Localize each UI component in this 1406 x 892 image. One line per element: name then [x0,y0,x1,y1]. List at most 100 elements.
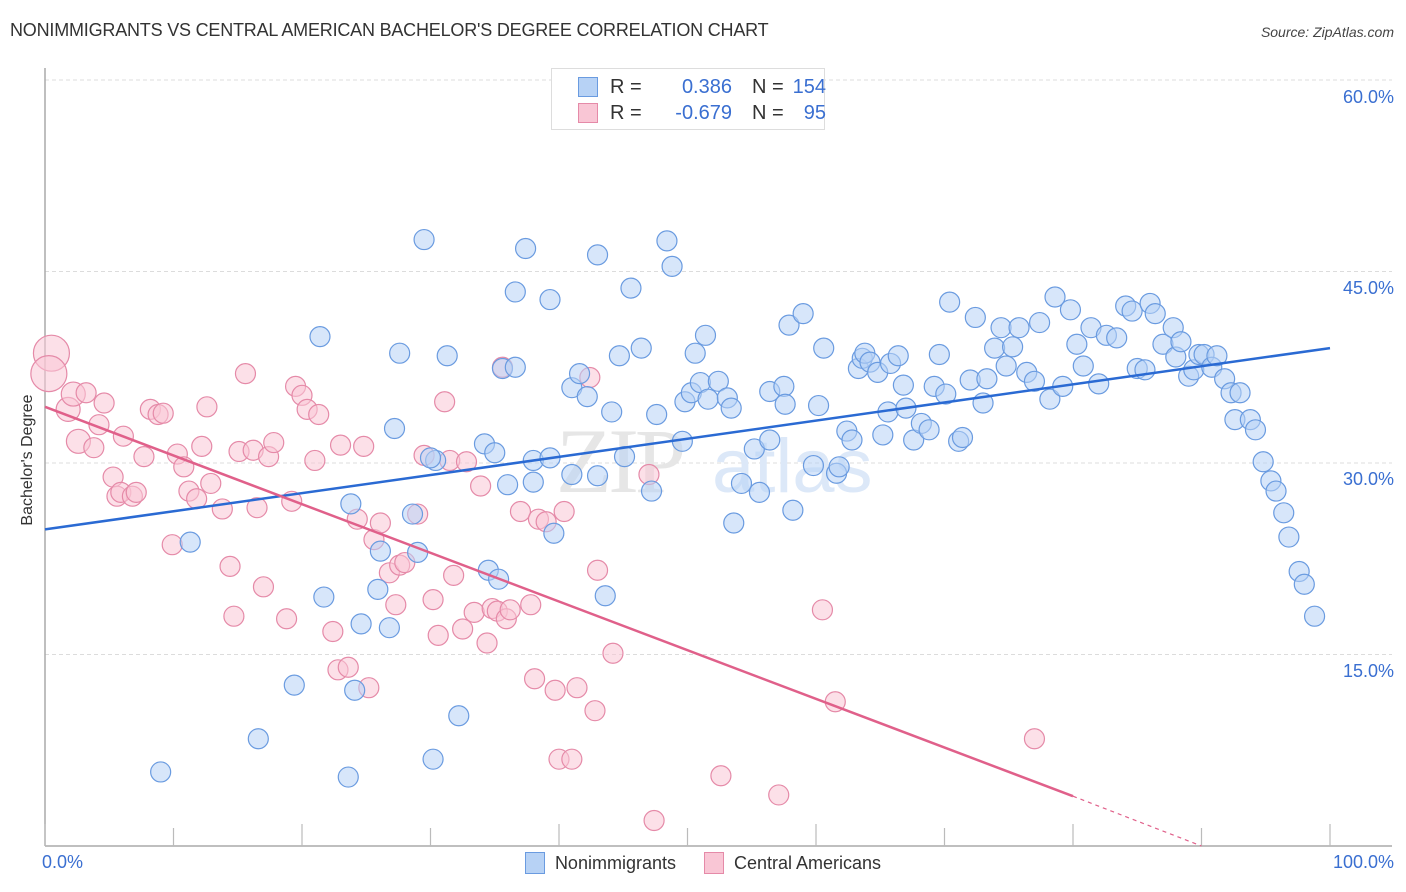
data-point [234,363,257,385]
data-point [443,564,465,586]
stats-r-value: 0.386 [681,75,732,98]
data-point [470,475,492,497]
data-point [211,498,233,520]
legend-item-nonimmigrants[interactable]: Nonimmigrants [524,852,676,874]
stats-box: R = 0.386 N = 154 R = -0.679 N = 95 [551,68,826,130]
data-point [576,386,598,408]
stats-swatch-blue [578,77,598,97]
data-point [813,337,835,359]
data-point [586,244,609,266]
data-point [1170,331,1192,353]
data-point [200,472,222,495]
data-point [566,677,588,699]
data-point [568,363,591,385]
data-point [828,456,850,478]
data-point [1044,286,1066,308]
data-point [504,281,526,303]
data-point [694,324,717,346]
stats-n-label: N = [752,101,784,124]
data-point [707,370,729,392]
data-point [561,463,583,486]
data-point [378,617,400,639]
data-point [539,288,561,311]
data-point [223,605,245,627]
data-point [304,449,326,472]
data-point [684,342,706,364]
watermark: ZIP atlas [556,410,873,512]
data-point [730,472,753,495]
data-point [252,576,275,598]
data-point [344,679,366,701]
data-point [720,397,742,419]
data-point [509,500,532,523]
data-point [976,368,998,390]
data-point [643,809,665,832]
data-point [543,522,565,544]
data-point [990,317,1012,339]
trend-line-central-americans [44,405,1074,798]
data-point [75,382,97,404]
legend: Nonimmigrants Central Americans [0,852,1406,874]
data-point [499,599,521,621]
data-point [1303,605,1326,627]
data-point [841,429,863,451]
stats-n-value: 154 [792,75,826,98]
data-point [984,337,1006,359]
data-point [608,345,630,367]
legend-item-central-americans[interactable]: Central Americans [703,852,882,874]
data-point [1059,299,1082,321]
data-point [1008,317,1030,339]
data-point [125,481,147,503]
data-point [413,228,435,251]
data-point [313,586,335,608]
legend-swatch-pink [703,852,724,874]
data-point [630,337,652,359]
data-point [452,618,474,640]
data-point [133,446,155,468]
data-point [401,503,424,525]
data-point [802,454,825,477]
data-point [1039,388,1061,410]
stats-r-value: -0.679 [675,101,732,124]
data-point [30,355,68,393]
data-point [150,761,172,783]
stats-swatch-pink [578,103,598,123]
data-point [308,403,330,426]
data-point [514,237,537,260]
data-point [152,402,174,424]
data-point [584,700,606,722]
data-point [1206,345,1228,367]
data-point [1265,480,1287,502]
data-point [1134,359,1156,381]
data-point [219,555,241,578]
data-point [723,512,745,534]
stats-n-value: 95 [803,101,826,124]
data-point [586,465,609,487]
data-point [887,345,909,367]
data-point [434,391,456,413]
data-point [774,393,796,415]
data-point [1229,382,1251,404]
x-tick-label-min: 0.0% [42,852,84,872]
y-axis-label: Bachelor's Degree [19,394,36,526]
data-point [602,642,624,664]
data-point [1028,311,1051,334]
data-point [935,383,957,405]
data-point [646,403,668,426]
data-point [329,434,352,456]
data-point [1072,355,1094,377]
y-tick-label-45: 45.0% [1342,278,1394,298]
series-nonimmigrants [150,82,1326,788]
data-point [594,585,616,607]
data-point [246,497,268,519]
legend-label: Central Americans [733,852,882,873]
data-point [807,394,830,417]
y-tick-label-60: 60.0% [1342,87,1394,107]
data-point [1121,300,1143,322]
data-point [1106,327,1128,349]
source-label: Source: ZipAtlas.com [1260,24,1394,40]
data-point [337,766,359,788]
y-tick-label-15: 15.0% [1342,661,1394,681]
data-point [309,326,331,348]
